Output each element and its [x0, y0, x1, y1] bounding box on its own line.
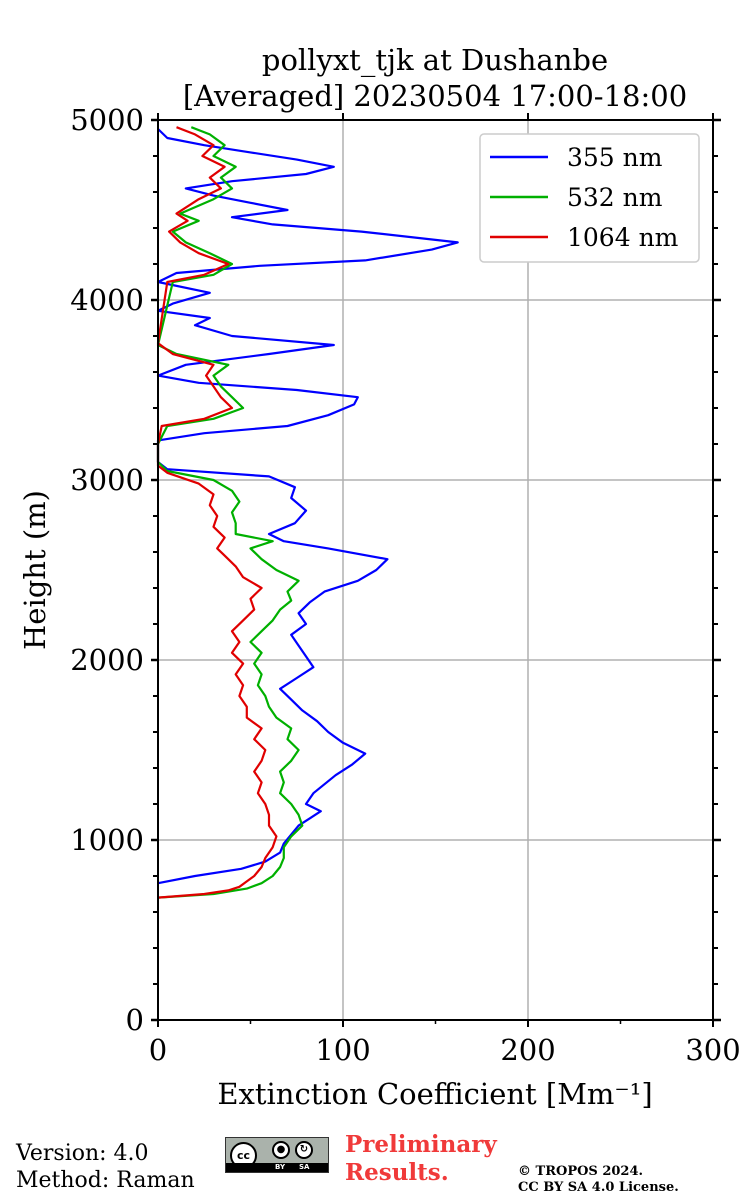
preliminary-results-note: Preliminary Results.: [345, 1131, 497, 1187]
chart-subtitle: [Averaged] 20230504 17:00-18:00: [183, 79, 687, 113]
cc-license-badge[interactable]: cc ● ↻ BY SA: [225, 1137, 329, 1173]
y-tick-label: 5000: [70, 103, 144, 137]
x-axis-label: Extinction Coefficient [Mm⁻¹]: [217, 1077, 652, 1111]
sa-tag: SA: [299, 1163, 310, 1171]
x-tick-label: 200: [500, 1033, 555, 1067]
legend-label: 532 nm: [567, 183, 663, 212]
extinction-profile-chart: pollyxt_tjk at Dushanbe [Averaged] 20230…: [18, 43, 741, 1111]
version-text: Version: 4.0: [16, 1141, 149, 1166]
preliminary-line-1: Preliminary: [345, 1131, 497, 1158]
x-tick-label: 100: [315, 1033, 370, 1067]
series-layer: [156, 126, 459, 899]
version-info: Version: 4.0 Method: Raman: [16, 1140, 195, 1194]
by-tag: BY: [275, 1163, 286, 1171]
series-line-532-nm: [156, 126, 304, 899]
copyright-note: © TROPOS 2024. CC BY SA 4.0 License.: [518, 1164, 679, 1196]
chart-title: pollyxt_tjk at Dushanbe: [262, 43, 608, 78]
y-tick-label: 3000: [70, 463, 144, 497]
legend-label: 355 nm: [567, 143, 663, 172]
copyright-line-2: CC BY SA 4.0 License.: [518, 1180, 679, 1195]
y-tick-label: 0: [126, 1003, 144, 1037]
preliminary-line-2: Results.: [345, 1159, 449, 1186]
x-tick-label: 300: [685, 1033, 740, 1067]
grid-lines: [158, 120, 713, 1020]
series-line-355-nm: [156, 128, 459, 885]
y-axis-label: Height (m): [18, 490, 52, 650]
attribution-icon: ●: [272, 1141, 290, 1159]
legend-box: [479, 133, 700, 263]
x-tick-label: 0: [149, 1033, 167, 1067]
cc-badge-bar: [226, 1163, 328, 1172]
series-line-1064-nm: [156, 126, 278, 899]
legend-label: 1064 nm: [567, 223, 679, 252]
share-alike-icon: ↻: [295, 1141, 313, 1159]
y-tick-label: 2000: [70, 643, 144, 677]
method-text: Method: Raman: [16, 1168, 195, 1193]
axis-ticks: [151, 113, 721, 1027]
y-tick-label: 4000: [70, 283, 144, 317]
legend: 355 nm 532 nm 1064 nm: [479, 133, 700, 263]
y-tick-label: 1000: [70, 823, 144, 857]
copyright-line-1: © TROPOS 2024.: [518, 1164, 644, 1179]
